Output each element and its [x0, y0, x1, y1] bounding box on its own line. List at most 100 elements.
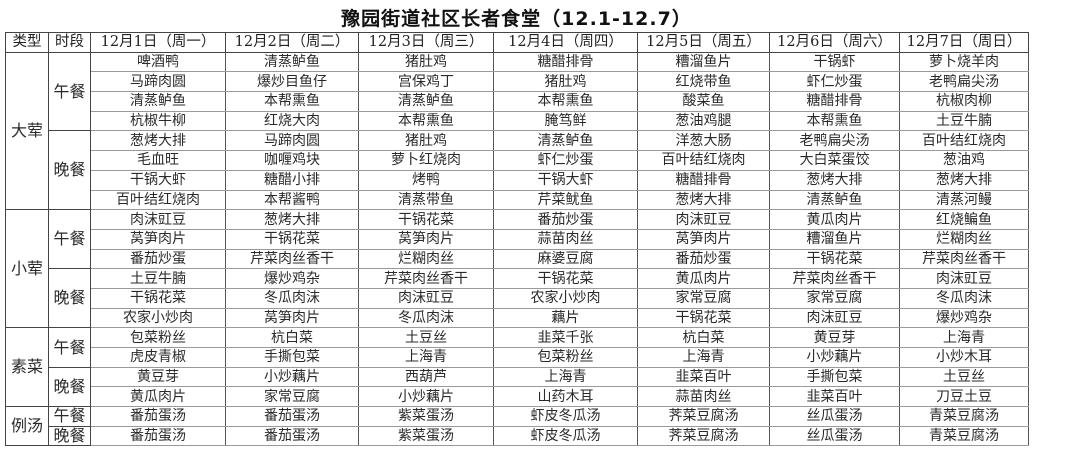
- dish-cell: 包菜粉丝: [90, 327, 226, 348]
- header-meal: 时段: [48, 32, 91, 53]
- dish-cell: 葱烤大排: [769, 169, 900, 191]
- table-row: 小荤 午餐 肉沫豇豆 葱烤大排 干锅花菜 番茄炒蛋 肉沫豇豆 黄瓜肉片 红烧鳊鱼: [5, 209, 1029, 329]
- table-row: 番茄炒蛋 芹菜肉丝香干 烂糊肉丝 麻婆豆腐 番茄炒蛋 干锅花菜 芹菜肉丝香干: [6, 248, 1029, 270]
- dish-cell: 土豆牛腩: [899, 110, 1029, 132]
- dish-cell: 土豆丝: [358, 327, 494, 348]
- dish-cell: 肉沫豇豆: [899, 268, 1029, 289]
- table-row: 清蒸鲈鱼 本帮熏鱼 清蒸鲈鱼 本帮熏鱼 酸菜鱼 糖醋排骨 杭椒肉柳: [6, 91, 1029, 112]
- dish-cell: 芹菜肉丝香干: [899, 248, 1029, 270]
- dish-cell: 百叶结红烧肉: [637, 150, 770, 171]
- table-row: 晚餐 土豆牛腩 爆炒鸡杂 芹菜肉丝香干 干锅花菜 黄瓜肉片 芹菜肉丝香干 肉沫豇豆: [6, 268, 1029, 329]
- dish-cell: 麻婆豆腐: [493, 248, 638, 270]
- menu-body: 大荤 午餐 啤酒鸭 清蒸鲈鱼 猪肚鸡 糖醋排骨 糟溜鱼片 干锅虾 萝卜烧羊肉 马蹄肉圆 爆炒目鱼仔宫…: [5, 51, 1029, 447]
- dish-cell: 清蒸河鳗: [899, 189, 1029, 211]
- dish-cell: 本帮酱鸭: [225, 189, 359, 211]
- table-row: 农家小炒肉 莴笋肉片 冬瓜肉沫 藕片 干锅花菜 肉沫豇豆 爆炒鸡杂: [6, 307, 1029, 329]
- dish-cell: 小炒藕片: [358, 386, 494, 408]
- meal-period-cell: 午餐: [48, 51, 91, 132]
- dish-cell: 干锅花菜: [358, 209, 494, 230]
- dish-cell: 清蒸鲈鱼: [493, 130, 638, 152]
- dish-cell: 干锅虾: [769, 51, 900, 73]
- dish-cell: 本帮熏鱼: [493, 91, 638, 112]
- dish-cell: 糖醋排骨: [493, 51, 638, 73]
- table-row: 百叶结红烧肉 本帮酱鸭 清蒸带鱼 芹菜鱿鱼 葱烤大排 清蒸鲈鱼 清蒸河鳗: [6, 189, 1029, 211]
- dish-cell: 洋葱大肠: [637, 130, 770, 152]
- dish-cell: 莴笋肉片: [90, 228, 226, 250]
- dish-cell: 丝瓜蛋汤: [769, 425, 900, 447]
- table-row: 杭椒牛柳 红烧大肉 本帮熏鱼 腌笃鲜 葱油鸡腿 本帮熏鱼 土豆牛腩: [6, 110, 1029, 132]
- table-row: 晚餐 葱烤大排 马蹄肉圆 猪肚鸡 清蒸鲈鱼 洋葱大肠 老鸭扁尖汤 百叶结红烧肉: [6, 130, 1029, 211]
- dish-cell: 韭菜千张: [493, 327, 638, 348]
- page-title: 豫园街道社区长者食堂（12.1-12.7）: [341, 8, 692, 30]
- dish-cell: 肉沫豇豆: [769, 307, 900, 329]
- dish-cell: 番茄蛋汤: [225, 406, 359, 427]
- dish-cell: 上海青: [493, 366, 638, 388]
- table-row: 毛血旺 咖喱鸡块 萝卜红烧肉 虾仁炒蛋 百叶结红烧肉 大白菜蛋饺 葱油鸡: [6, 150, 1029, 171]
- dish-cell: 清蒸带鱼: [358, 189, 494, 211]
- dish-cell: 莴笋肉片: [637, 228, 770, 250]
- dish-cell: 葱烤大排: [637, 189, 770, 211]
- dish-cell: 葱油鸡腿: [637, 110, 770, 132]
- dish-cell: 杭椒肉柳: [899, 91, 1029, 112]
- header-day: 12月5日（周五）: [637, 32, 770, 53]
- header-day: 12月4日（周四）: [493, 32, 638, 53]
- dish-cell: 清蒸鲈鱼: [90, 91, 226, 112]
- dish-cell: 丝瓜蛋汤: [769, 406, 900, 427]
- table-row: 莴笋肉片 干锅花菜 莴笋肉片 蒜苗肉丝 莴笋肉片 糟溜鱼片 烂糊肉丝: [6, 228, 1029, 250]
- dish-cell: 荠菜豆腐汤: [637, 425, 770, 447]
- dish-cell: 上海青: [358, 347, 494, 368]
- dish-cell: 黄豆芽: [90, 366, 226, 388]
- dish-cell: 杭椒牛柳: [90, 110, 226, 132]
- meal-period-cell: 晚餐: [48, 366, 91, 408]
- dish-cell: 韭菜百叶: [769, 386, 900, 408]
- dish-cell: 马蹄肉圆: [90, 71, 226, 93]
- dish-cell: 老鸭扁尖汤: [769, 130, 900, 152]
- table-row: 干锅花菜 冬瓜肉沫 肉沫豇豆 农家小炒肉 家常豆腐 家常豆腐 冬瓜肉沫: [6, 287, 1029, 309]
- meal-period-cell: 午餐: [48, 327, 91, 368]
- table-row: 马蹄肉圆 爆炒目鱼仔 宫保鸡丁 猪肚鸡 红烧带鱼 虾仁炒蛋 老鸭扁尖汤: [6, 71, 1029, 93]
- meal-period-cell: 午餐: [48, 406, 91, 427]
- dish-cell: 糟溜鱼片: [769, 228, 900, 250]
- dish-cell: 虾皮冬瓜汤: [493, 425, 638, 447]
- dish-cell: 本帮熏鱼: [769, 110, 900, 132]
- dish-cell: 本帮熏鱼: [358, 110, 494, 132]
- dish-cell: 手撕包菜: [769, 366, 900, 388]
- dish-cell: 番茄炒蛋: [637, 248, 770, 270]
- dish-cell: 番茄炒蛋: [493, 209, 638, 230]
- header-day: 12月7日（周日）: [899, 32, 1029, 53]
- dish-cell: 咖喱鸡块: [225, 150, 359, 171]
- dish-cell: 上海青: [899, 327, 1029, 348]
- dish-cell: 清蒸鲈鱼: [769, 189, 900, 211]
- dish-cell: 西葫芦: [358, 366, 494, 388]
- dish-cell: 爆炒鸡杂: [225, 268, 359, 289]
- header-row: 类型 时段 12月1日（周一） 12月2日（周二） 12月3日（周三） 12月4日（周四）…: [5, 32, 1029, 53]
- dish-cell: 黄豆芽: [769, 327, 900, 348]
- dish-cell: 冬瓜肉沫: [899, 287, 1029, 309]
- dish-cell: 虾皮冬瓜汤: [493, 406, 638, 427]
- dish-cell: 葱油鸡: [899, 150, 1029, 171]
- dish-cell: 杭白菜: [637, 327, 770, 348]
- dish-cell: 百叶结红烧肉: [899, 130, 1029, 152]
- dish-cell: 小炒藕片: [769, 347, 900, 368]
- dish-cell: 家常豆腐: [637, 287, 770, 309]
- dish-cell: 青菜豆腐汤: [899, 425, 1029, 447]
- dish-cell: 冬瓜肉沫: [225, 287, 359, 309]
- dish-cell: 青菜豆腐汤: [899, 406, 1029, 427]
- category-cell: 小荤: [5, 209, 49, 329]
- header-day: 12月1日（周一）: [90, 32, 226, 53]
- dish-cell: 莴笋肉片: [225, 307, 359, 329]
- table-row: 晚餐 黄豆芽 小炒藕片 西葫芦 上海青 韭菜百叶 手撕包菜 土豆丝: [6, 366, 1029, 408]
- dish-cell: 虾仁炒蛋: [493, 150, 638, 171]
- dish-cell: 肉沫豇豆: [90, 209, 226, 230]
- dish-cell: 藕片: [493, 307, 638, 329]
- dish-cell: 糖醋小排: [225, 169, 359, 191]
- dish-cell: 糟溜鱼片: [637, 51, 770, 73]
- dish-cell: 糖醋排骨: [769, 91, 900, 112]
- dish-cell: 农家小炒肉: [493, 287, 638, 309]
- dish-cell: 啤酒鸭: [90, 51, 226, 73]
- dish-cell: 宫保鸡丁: [358, 71, 494, 93]
- dish-cell: 土豆牛腩: [90, 268, 226, 289]
- dish-cell: 猪肚鸡: [358, 51, 494, 73]
- dish-cell: 黄瓜肉片: [637, 268, 770, 289]
- table-row: 大荤 午餐 啤酒鸭 清蒸鲈鱼 猪肚鸡 糖醋排骨 糟溜鱼片 干锅虾 萝卜烧羊肉: [5, 51, 1029, 211]
